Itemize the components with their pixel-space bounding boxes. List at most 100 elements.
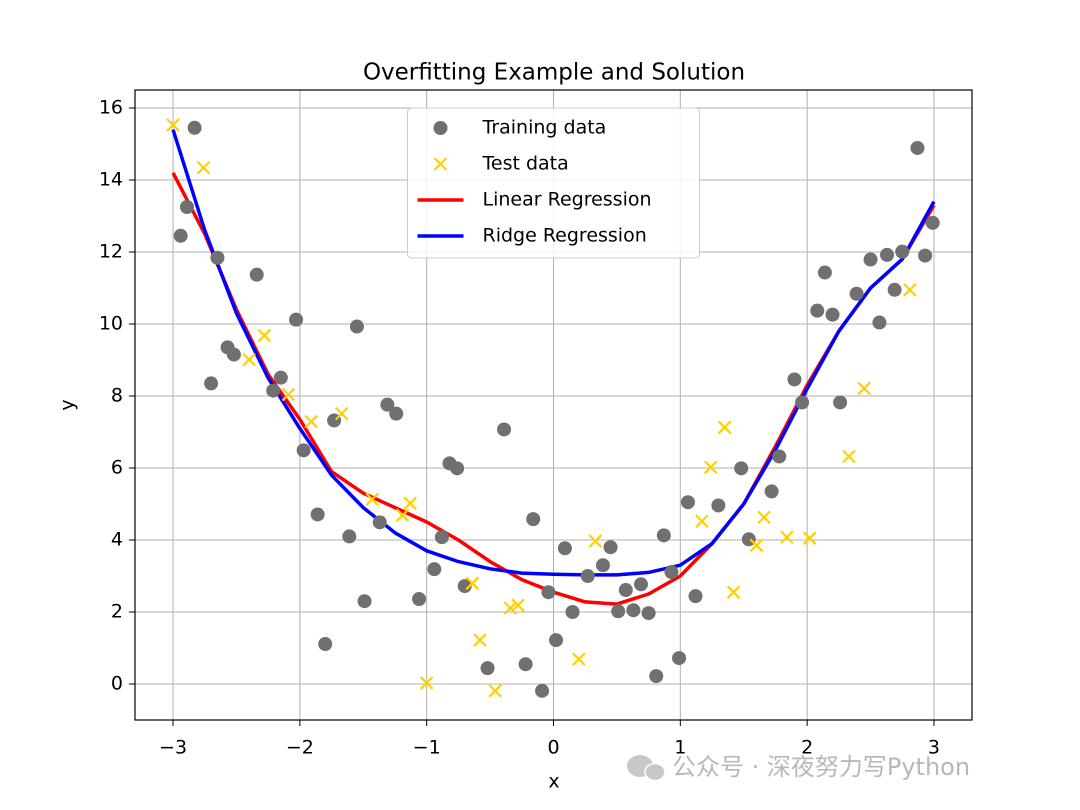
test-point	[903, 283, 917, 297]
training-point	[887, 282, 902, 297]
training-point	[849, 286, 864, 301]
legend-label: Test data	[482, 153, 569, 175]
training-point	[497, 422, 512, 437]
test-point	[703, 460, 718, 475]
test-point	[780, 530, 794, 544]
y-tick-label: 8	[111, 385, 123, 407]
chart-title: Overfitting Example and Solution	[363, 60, 745, 86]
training-point	[688, 589, 703, 604]
test-point	[757, 510, 771, 525]
test-point	[511, 598, 525, 612]
training-point	[817, 265, 832, 280]
test-point	[695, 514, 709, 529]
x-axis-label: x	[548, 771, 559, 793]
test-point	[281, 387, 296, 402]
training-point	[389, 406, 404, 421]
training-point	[641, 606, 656, 621]
training-point	[880, 247, 895, 262]
training-point	[450, 461, 465, 476]
x-tick-label: −2	[286, 737, 314, 759]
training-point	[603, 540, 618, 555]
training-point	[595, 558, 610, 573]
training-point	[618, 583, 633, 598]
training-point	[764, 484, 779, 499]
test-point	[749, 538, 764, 553]
training-point	[310, 507, 325, 522]
training-point	[825, 307, 840, 322]
legend-label: Training data	[482, 117, 607, 139]
y-tick-label: 14	[99, 169, 123, 191]
legend-swatch	[433, 157, 448, 171]
training-point	[925, 215, 940, 230]
test-point	[395, 508, 410, 522]
training-point	[565, 605, 580, 619]
training-point	[557, 541, 572, 556]
y-tick-label: 0	[111, 673, 123, 695]
training-point	[249, 267, 264, 282]
y-tick-label: 10	[99, 313, 123, 335]
x-tick-label: 0	[547, 737, 559, 759]
training-point	[518, 657, 533, 672]
test-point	[726, 585, 741, 599]
x-tick-label: −1	[413, 737, 441, 759]
training-point	[289, 312, 304, 327]
training-point	[711, 498, 726, 513]
training-point	[342, 529, 357, 544]
watermark-text: 公众号 · 深夜努力写Python	[672, 753, 970, 781]
y-tick-label: 4	[111, 529, 123, 551]
test-point	[802, 531, 817, 545]
test-point	[572, 652, 586, 666]
training-point	[680, 495, 695, 510]
training-point	[872, 315, 887, 330]
y-tick-label: 12	[99, 241, 123, 263]
training-point	[672, 651, 687, 666]
test-point	[403, 496, 417, 511]
training-point	[427, 562, 442, 577]
y-tick-label: 6	[111, 457, 123, 479]
test-point	[242, 352, 256, 367]
watermark: 公众号 · 深夜努力写Python	[627, 753, 970, 782]
test-point	[257, 328, 272, 343]
test-point	[365, 492, 379, 507]
x-tick-label: −3	[159, 737, 187, 759]
training-point	[611, 604, 626, 619]
training-point	[318, 637, 333, 652]
watermark-icon	[644, 762, 666, 782]
training-point	[357, 594, 372, 609]
training-point	[895, 244, 910, 259]
x-tick-label: 2	[801, 737, 813, 759]
test-point	[196, 160, 211, 175]
test-point	[857, 381, 871, 396]
training-point	[535, 683, 550, 698]
y-tick-label: 2	[111, 601, 123, 623]
regression-line	[171, 129, 936, 577]
training-point	[787, 372, 802, 387]
test-point	[503, 601, 518, 615]
training-point	[664, 565, 679, 580]
training-point	[833, 395, 848, 410]
test-point	[842, 449, 856, 464]
training-point	[173, 228, 188, 243]
test-point	[488, 684, 502, 698]
x-tick-label: 3	[928, 737, 940, 759]
training-point	[863, 252, 878, 267]
y-axis-label: y	[57, 399, 79, 410]
test-point	[304, 414, 319, 429]
legend-label: Ridge Regression	[483, 225, 647, 247]
training-point	[296, 443, 311, 458]
training-point	[910, 140, 925, 155]
legend: Training data Test data Linear Regression R…	[407, 107, 700, 259]
plot-frame	[134, 89, 973, 721]
training-point	[204, 376, 219, 391]
training-point	[210, 250, 225, 265]
training-point	[549, 633, 564, 648]
x-tick-label: 1	[674, 737, 686, 759]
training-point	[273, 370, 288, 385]
test-point	[419, 676, 434, 690]
legend-box	[407, 107, 700, 259]
training-point	[179, 200, 194, 214]
training-point	[372, 515, 387, 530]
training-point	[526, 512, 541, 527]
